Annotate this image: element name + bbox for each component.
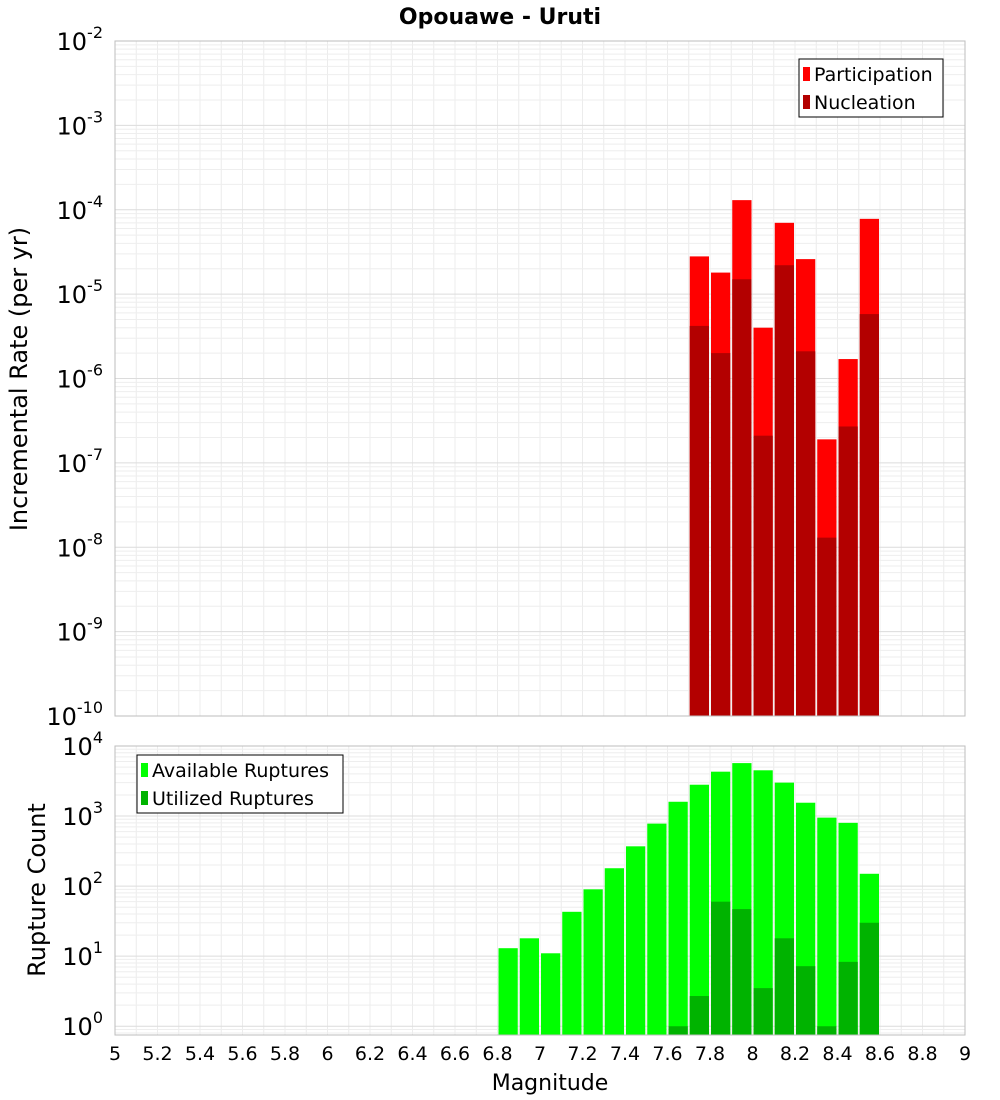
top-bar (711, 353, 731, 716)
bottom-bar (796, 966, 816, 1035)
bottom-bar (647, 823, 667, 1035)
bottom-series-1 (668, 901, 879, 1035)
top-y-tick-label: 10-8 (57, 529, 104, 562)
bottom-bar (668, 1026, 688, 1035)
top-bar (689, 325, 709, 716)
bottom-bar (838, 961, 858, 1035)
bottom-y-tick-label: 100 (62, 1008, 103, 1041)
bottom-y-tick-label: 103 (62, 798, 103, 831)
top-bar (774, 265, 794, 716)
x-tick-label: 7.8 (695, 1043, 725, 1065)
top-bar (859, 314, 879, 716)
bottom-legend-box (136, 754, 344, 814)
top-bar (817, 537, 837, 716)
x-tick-label: 7.2 (567, 1043, 597, 1065)
top-legend: Participation Nucleation (798, 58, 944, 118)
x-tick-label: 5.6 (227, 1043, 257, 1065)
bottom-y-tick-label: 104 (62, 728, 103, 761)
top-y-tick-label: 10-7 (57, 445, 104, 478)
x-tick-label: 8.6 (865, 1043, 895, 1065)
x-tick-label: 8.4 (822, 1043, 852, 1065)
x-tick-label: 5 (109, 1043, 121, 1065)
top-y-tick-label: 10-5 (57, 276, 104, 309)
top-y-tick-label: 10-9 (57, 614, 104, 647)
x-tick-label: 6.2 (355, 1043, 385, 1065)
top-bar (838, 426, 858, 716)
bottom-legend-swatch (141, 791, 148, 805)
bottom-bar (626, 846, 646, 1035)
top-bar (732, 279, 752, 716)
top-legend-swatch (803, 95, 810, 109)
top-y-tick-label: 10-4 (57, 192, 104, 225)
top-legend-swatch (803, 67, 810, 81)
top-grid (114, 40, 966, 717)
bottom-y-tick-label: 101 (62, 938, 103, 971)
x-tick-label: 8.8 (907, 1043, 937, 1065)
top-y-tick-label: 10-6 (57, 361, 104, 394)
x-tick-label: 9 (959, 1043, 971, 1065)
bottom-bar (498, 948, 518, 1035)
top-bar (796, 351, 816, 716)
x-tick-label: 8 (746, 1043, 758, 1065)
bottom-y-axis-label: Rupture Count (23, 803, 51, 977)
x-tick-label: 5.2 (142, 1043, 172, 1065)
bottom-legend: Available Ruptures Utilized Ruptures (136, 754, 344, 814)
bottom-bar (562, 911, 582, 1035)
top-y-tick-label: 10-3 (57, 107, 104, 140)
bottom-bar (689, 784, 709, 1035)
bottom-legend-label: Available Ruptures (152, 760, 329, 782)
bottom-bar (668, 801, 688, 1035)
top-y-tick-label: 10-10 (46, 698, 103, 731)
top-bar (753, 435, 773, 716)
x-tick-label: 6.6 (440, 1043, 470, 1065)
x-tick-label: 7.4 (610, 1043, 640, 1065)
bottom-bar (519, 938, 539, 1035)
bottom-bar (689, 996, 709, 1035)
bottom-bar (774, 938, 794, 1035)
x-tick-label: 7 (534, 1043, 546, 1065)
top-plot-frame (114, 40, 966, 717)
bottom-bar (711, 901, 731, 1035)
top-legend-label: Nucleation (814, 92, 916, 114)
x-tick-label: 5.8 (270, 1043, 300, 1065)
bottom-bar (753, 988, 773, 1035)
x-axis-label: Magnitude (492, 1071, 609, 1096)
bottom-y-tick-label: 102 (62, 868, 103, 901)
x-tick-label: 6.8 (482, 1043, 512, 1065)
bottom-bar (732, 909, 752, 1035)
bottom-legend-label: Utilized Ruptures (152, 788, 314, 810)
bottom-bar (817, 1026, 837, 1035)
x-tick-label: 6 (321, 1043, 333, 1065)
bottom-legend-swatch (141, 763, 148, 777)
top-legend-box (798, 58, 944, 118)
top-legend-label: Participation (814, 64, 933, 86)
top-y-tick-label: 10-2 (57, 23, 104, 56)
top-series-1 (689, 265, 879, 716)
bottom-bar (604, 868, 624, 1035)
x-tick-label: 7.6 (652, 1043, 682, 1065)
chart-title: Opouawe - Uruti (399, 5, 601, 30)
bottom-bar (753, 770, 773, 1035)
x-tick-label: 8.2 (780, 1043, 810, 1065)
bottom-bar (541, 953, 561, 1035)
x-tick-label: 5.4 (185, 1043, 215, 1065)
x-tick-label: 6.4 (397, 1043, 427, 1065)
top-y-axis-label: Incremental Rate (per yr) (5, 227, 33, 531)
bottom-bar (583, 889, 603, 1035)
bottom-bar (817, 817, 837, 1035)
bottom-bar (859, 922, 879, 1035)
bottom-plot-frame (114, 745, 966, 1036)
